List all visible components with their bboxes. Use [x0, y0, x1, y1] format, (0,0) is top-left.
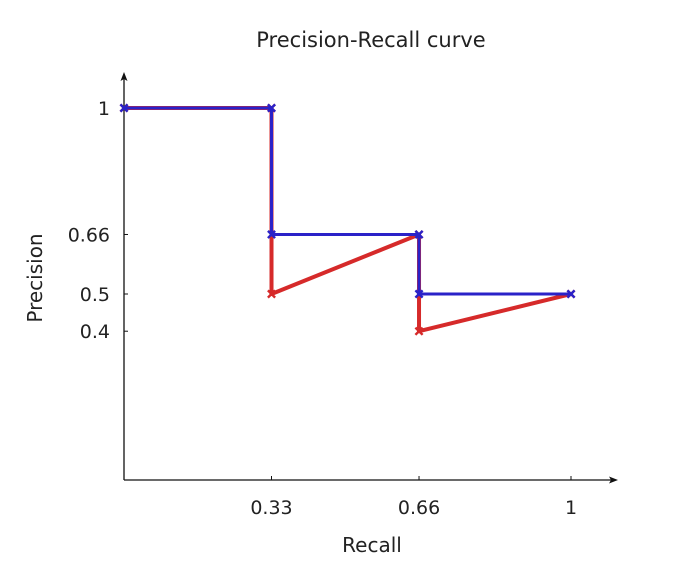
series-layer	[119, 103, 576, 336]
series-line-precision	[124, 106, 572, 334]
x-axis-arrow	[609, 476, 618, 484]
x-tick-label: 0.66	[398, 497, 440, 519]
data-point-interpolated-precision	[267, 103, 276, 113]
y-axis-arrow	[120, 72, 128, 81]
data-point-precision	[267, 289, 276, 299]
tick-labels: 0.33 0.66 1 1 0.66 0.5 0.4	[68, 98, 577, 519]
series-precision	[119, 103, 576, 336]
data-point-interpolated-precision	[566, 289, 576, 299]
series-line-interpolated-precision	[124, 106, 571, 296]
x-tick-label: 0.33	[250, 497, 292, 519]
x-tick-label: 1	[565, 497, 577, 519]
chart-title: Precision-Recall curve	[256, 28, 485, 52]
data-point-precision	[414, 326, 424, 336]
y-tick-label: 0.5	[80, 284, 110, 306]
data-point-interpolated-precision	[414, 289, 424, 299]
y-axis-label: Precision	[23, 233, 47, 322]
x-axis-label: Recall	[342, 533, 402, 557]
axes	[120, 72, 618, 484]
data-point-interpolated-precision	[414, 230, 424, 239]
y-tick-label: 1	[98, 98, 110, 120]
series-interpolated-precision	[119, 103, 576, 299]
y-tick-label: 0.4	[80, 321, 110, 343]
data-point-interpolated-precision	[119, 103, 129, 113]
y-tick-label: 0.66	[68, 224, 110, 246]
data-point-interpolated-precision	[267, 230, 276, 239]
